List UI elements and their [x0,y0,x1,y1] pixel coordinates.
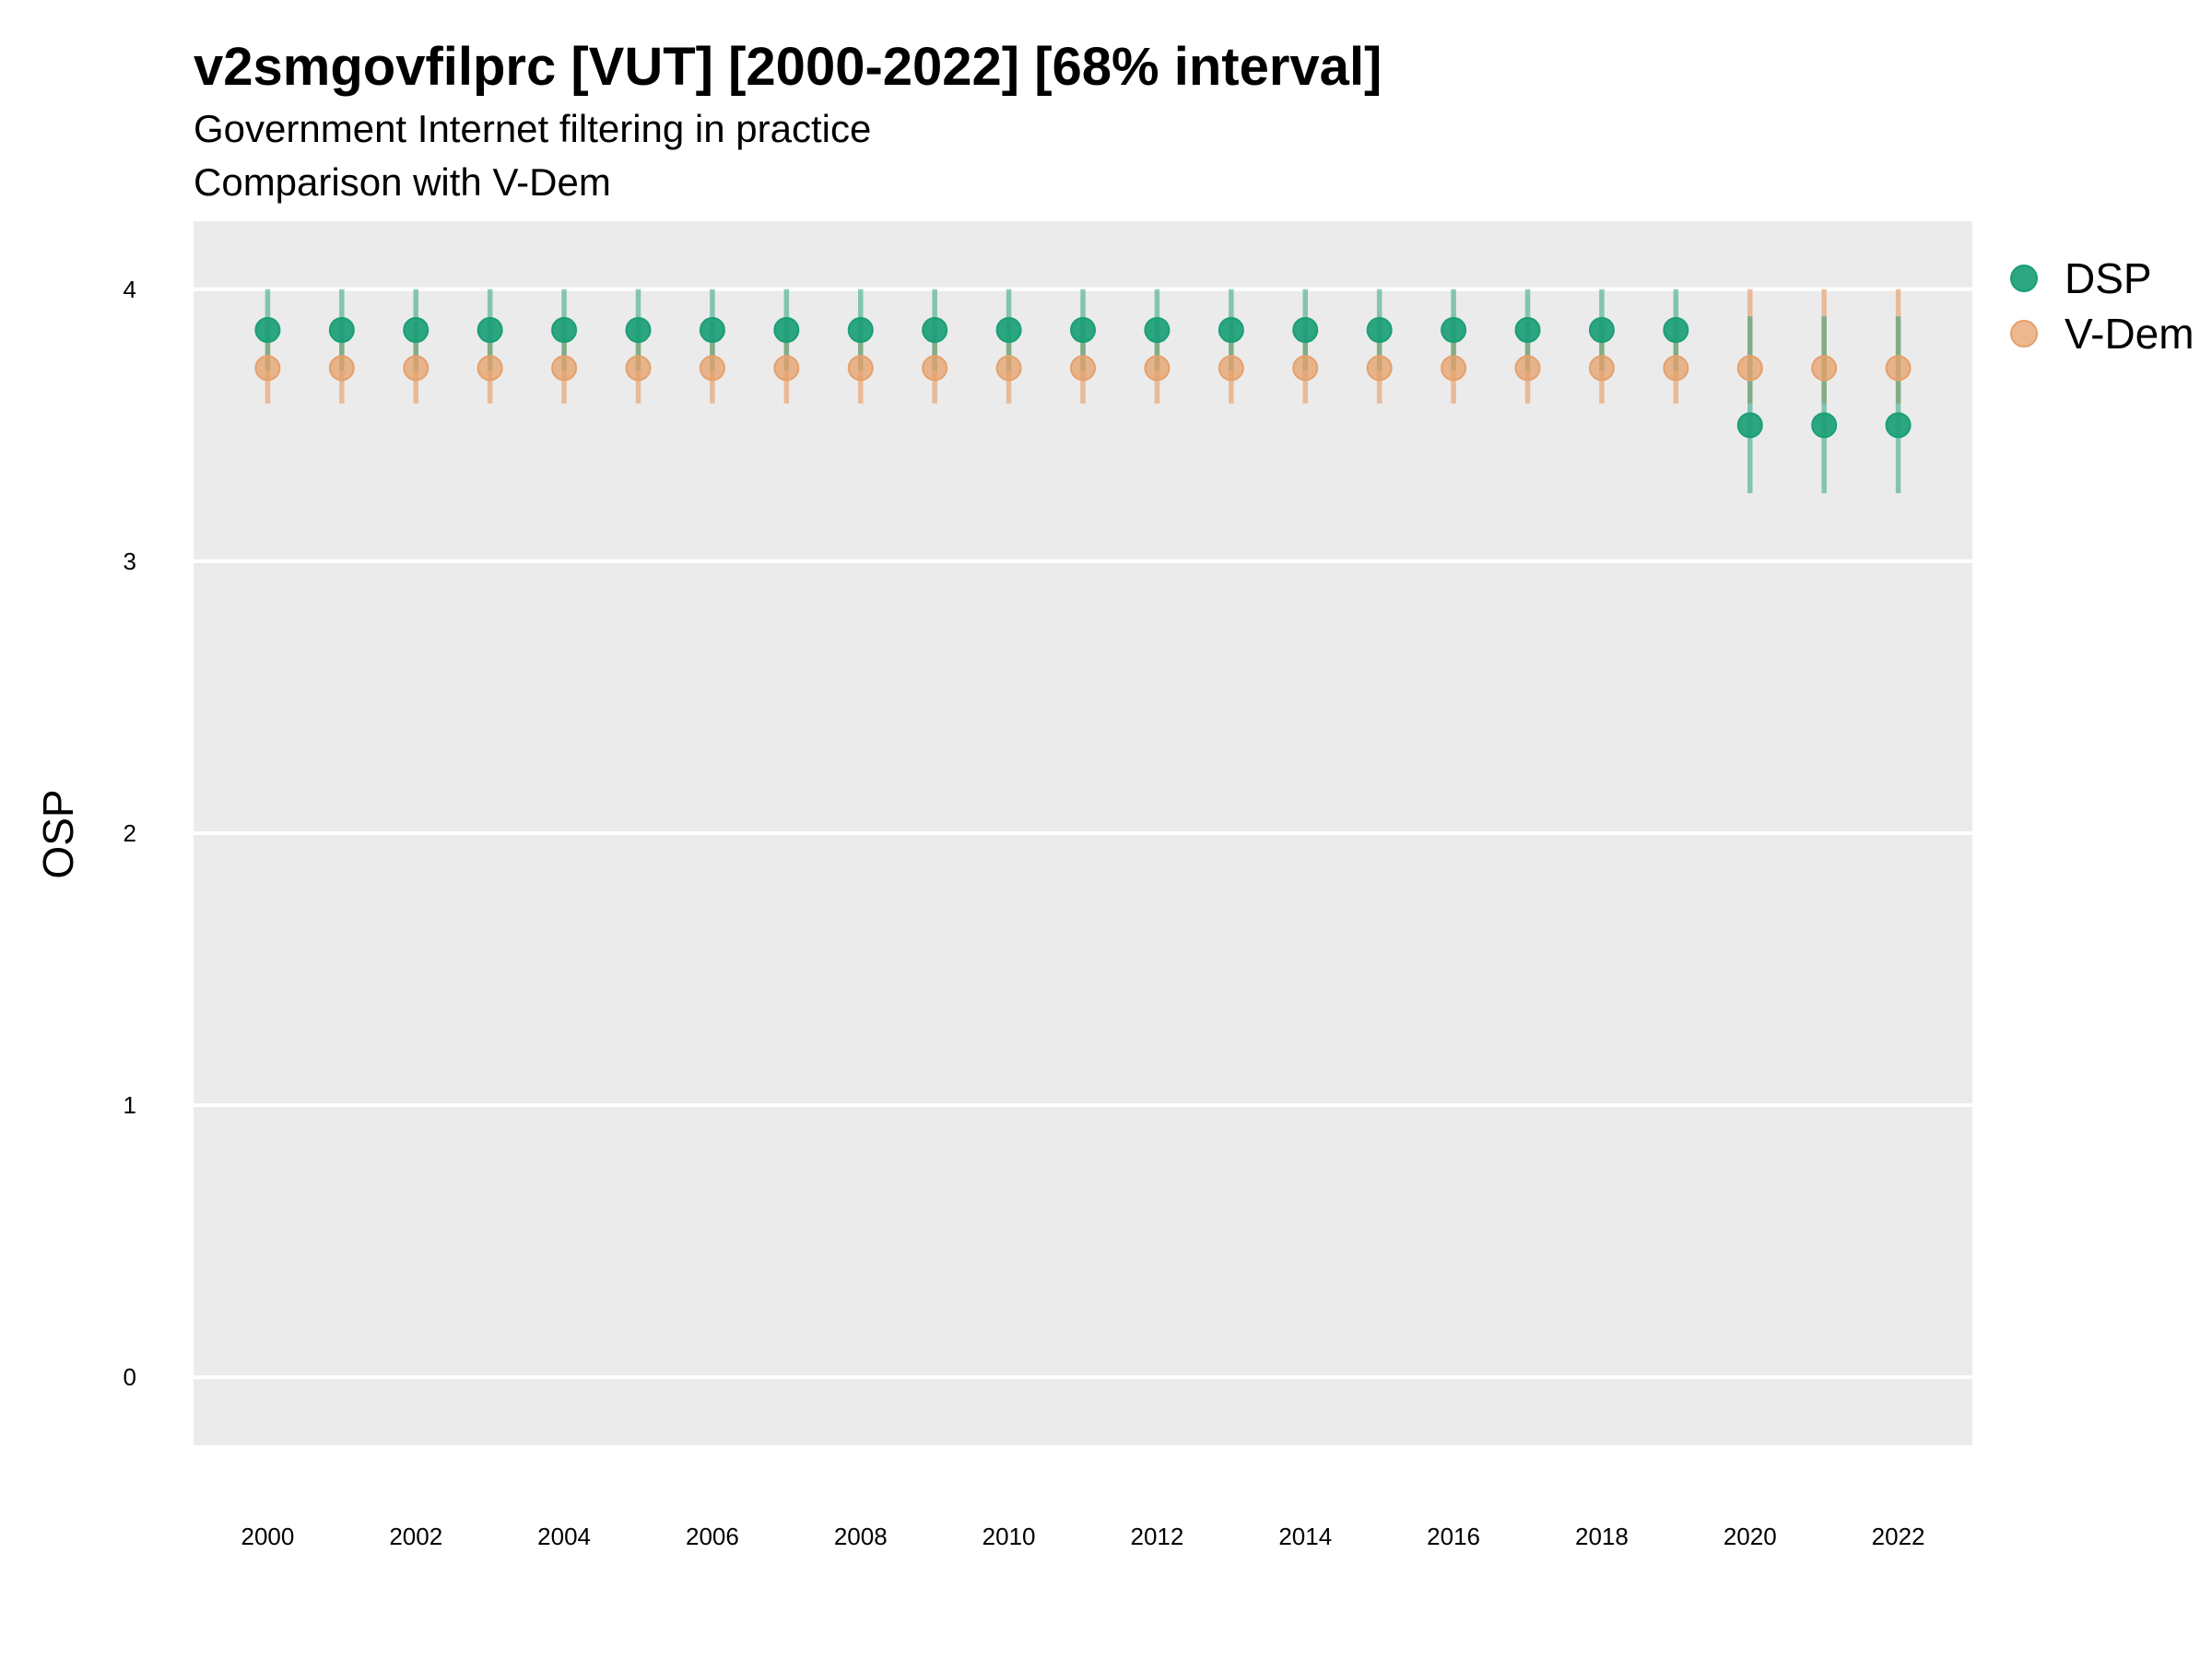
x-tick-label: 2000 [241,1523,294,1550]
dsp-point [1292,317,1319,344]
legend-swatch-dsp [2010,265,2038,292]
dsp-point [773,317,800,344]
y-axis-title: OSP [34,789,82,878]
y-tick-label: 4 [124,276,136,303]
dsp-point [1588,317,1615,344]
dsp-point [551,317,578,344]
y-tick-label: 1 [124,1091,136,1119]
x-tick-label: 2012 [1130,1523,1183,1550]
v-dem-point [1885,355,1912,382]
y-axis-ticks: 0 1 2 3 4 [124,276,136,1391]
v-dem-point [551,355,578,382]
legend-label-v-dem: V-Dem [2065,310,2194,358]
dsp-point [403,317,429,344]
x-tick-label: 2020 [1724,1523,1777,1550]
chart-subtitle: Government Internet filtering in practic… [194,107,871,150]
v-dem-point [1366,355,1393,382]
x-tick-label: 2022 [1872,1523,1925,1550]
x-tick-label: 2008 [834,1523,888,1550]
dsp-point [1811,412,1838,439]
v-dem-point [1588,355,1615,382]
v-dem-point [1292,355,1319,382]
v-dem-point [403,355,429,382]
v-dem-point [1144,355,1171,382]
v-dem-point [1736,355,1763,382]
legend-swatch-v-dem [2010,320,2038,347]
legend-item-dsp[interactable]: DSP [2010,254,2152,302]
chart-title: v2smgovfilprc [VUT] [2000-2022] [68% int… [194,37,1382,97]
x-tick-label: 2014 [1278,1523,1332,1550]
y-tick-label: 3 [124,547,136,575]
v-dem-point [847,355,874,382]
y-tick-label: 2 [124,819,136,847]
chart-subtitle-comparison: Comparison with V-Dem [194,160,611,204]
dsp-point [1218,317,1244,344]
dsp-point [1441,317,1467,344]
x-tick-label: 2004 [537,1523,591,1550]
data-points [254,317,1912,439]
y-tick-label: 0 [124,1363,136,1391]
v-dem-point [254,355,281,382]
dsp-point [1514,317,1541,344]
dsp-point [847,317,874,344]
gridlines [194,287,1972,1380]
dsp-point [328,317,355,344]
v-dem-point [699,355,725,382]
dsp-point [995,317,1022,344]
legend-label-dsp: DSP [2065,254,2152,302]
x-tick-label: 2016 [1427,1523,1480,1550]
v-dem-point [773,355,800,382]
v-dem-point [995,355,1022,382]
v-dem-point [1811,355,1838,382]
v-dem-point [1514,355,1541,382]
dsp-point [1366,317,1393,344]
v-dem-point [1218,355,1244,382]
dsp-point [1144,317,1171,344]
legend[interactable]: DSP V-Dem [2010,254,2194,358]
v-dem-point [1070,355,1096,382]
v-dem-point [328,355,355,382]
dsp-point [625,317,652,344]
x-tick-label: 2018 [1575,1523,1629,1550]
v-dem-point [1441,355,1467,382]
dsp-point [254,317,281,344]
v-dem-point [625,355,652,382]
x-tick-label: 2010 [982,1523,1036,1550]
v-dem-point [922,355,948,382]
dsp-point [1663,317,1689,344]
dsp-point [922,317,948,344]
legend-item-v-dem[interactable]: V-Dem [2010,310,2194,358]
dsp-point [1885,412,1912,439]
v-dem-point [477,355,503,382]
dsp-point [1736,412,1763,439]
x-tick-label: 2006 [686,1523,739,1550]
dsp-point [477,317,503,344]
dsp-point [1070,317,1096,344]
dsp-point [699,317,725,344]
v-dem-point [1663,355,1689,382]
x-axis-ticks: 2000 2002 2004 2006 2008 2010 2012 2014 2016 2018… [241,1523,1924,1550]
x-tick-label: 2002 [389,1523,442,1550]
